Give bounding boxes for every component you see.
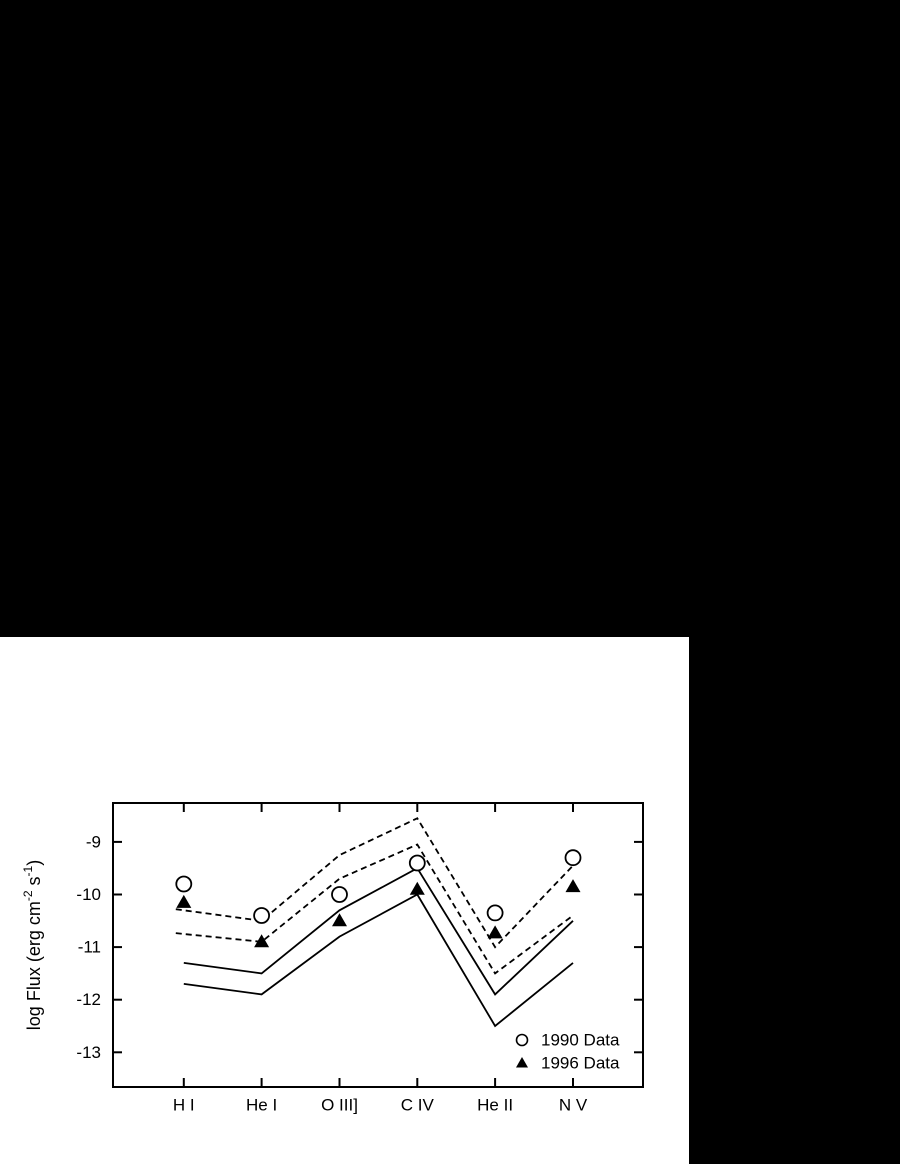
y-axis-title-part: -1 [21, 865, 35, 876]
x-category-label: He I [246, 1096, 277, 1115]
model-lower-solid [183, 893, 574, 1028]
1996-data-triangle-marker [409, 881, 425, 895]
model-upper-solid [183, 867, 574, 996]
1996-data-triangle-marker [176, 894, 192, 908]
1990-data-circle-marker [331, 886, 348, 903]
y-tick-label: -10 [76, 885, 101, 904]
1990-data-circle-marker [408, 854, 426, 872]
1990-data-circle-marker [253, 907, 271, 924]
x-category-label: C IV [401, 1096, 435, 1115]
data-markers-layer [175, 849, 582, 948]
model-lower-dashed [175, 843, 574, 975]
legend-label: 1996 Data [541, 1054, 620, 1073]
plot-frame [112, 802, 644, 1088]
y-axis-title: log Flux (erg cm-2 s-1) [21, 860, 44, 1030]
legend: 1990 Data 1996 Data [515, 1031, 620, 1073]
y-tick-label: -12 [76, 990, 101, 1009]
y-axis-title-part: ) [24, 860, 44, 866]
x-category-label: H I [173, 1096, 195, 1115]
1990-data-circle-marker [175, 875, 193, 893]
y-tick-label: -13 [76, 1043, 101, 1062]
legend-label: 1990 Data [541, 1031, 620, 1050]
1990-data-circle-marker [564, 849, 582, 867]
legend-triangle-marker [516, 1057, 528, 1068]
y-axis-title-part: s [24, 876, 44, 890]
y-axis-title-part: -2 [21, 890, 35, 901]
x-category-label: N V [559, 1096, 588, 1115]
y-axis-title-part: log Flux (erg cm [24, 901, 44, 1030]
y-tick-label: -11 [78, 938, 101, 957]
x-category-label: O III] [321, 1096, 358, 1115]
1996-data-triangle-marker [565, 879, 581, 893]
1996-data-triangle-marker [332, 913, 347, 927]
1996-data-triangle-marker [487, 925, 503, 939]
model-upper-dashed [175, 817, 574, 949]
axes-layer: H I He I O III] C IV He II N V -9 -10 -11 -12 -13 [76, 802, 644, 1115]
x-category-label: He II [477, 1096, 513, 1115]
1990-data-circle-marker [486, 904, 504, 922]
model-lines-layer [175, 817, 574, 1028]
legend-circle-marker [515, 1033, 529, 1047]
1996-data-triangle-marker [254, 934, 270, 948]
y-tick-label: -9 [86, 832, 101, 851]
